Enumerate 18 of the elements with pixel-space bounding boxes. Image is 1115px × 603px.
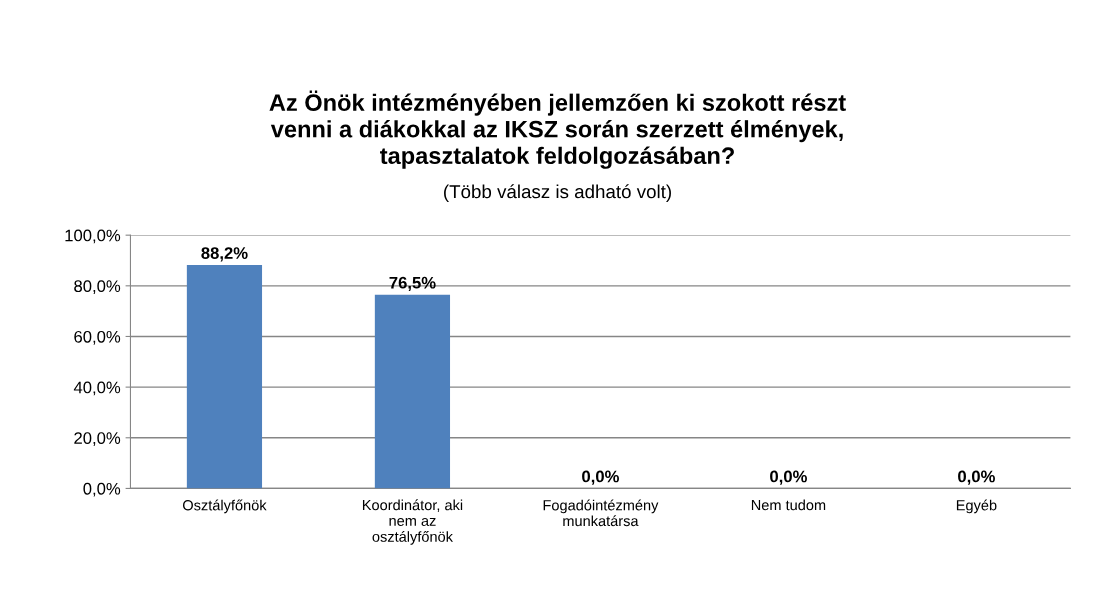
data-label: 0,0% bbox=[770, 470, 807, 485]
x-tick-label: Egyéb bbox=[956, 499, 997, 514]
y-tick-label: 20,0% bbox=[74, 432, 121, 446]
y-tick-label: 0,0% bbox=[83, 482, 121, 497]
x-tick-label: Koordinátor, aki nem az osztályfőnök bbox=[362, 499, 463, 545]
data-label: 88,2% bbox=[201, 247, 248, 262]
y-tick-label: 60,0% bbox=[74, 330, 121, 345]
y-tick-label: 100,0% bbox=[65, 229, 121, 244]
data-label: 76,5% bbox=[389, 276, 436, 292]
x-tick-label: Nem tudom bbox=[751, 499, 826, 511]
x-tick-label: Osztályfőnök bbox=[182, 499, 267, 514]
y-tick-label: 80,0% bbox=[74, 280, 121, 294]
x-tick-label: Fogadóintézmény munkatársa bbox=[543, 499, 659, 527]
chart-title: Az Önök intézményében jellemzően ki szokott részt venni a diákokkal az IKSZ során szerzett élmények, tapasztalatok feldolgozásában? bbox=[269, 90, 846, 169]
data-label: 0,0% bbox=[582, 470, 619, 485]
y-tick-label: 40,0% bbox=[73, 381, 121, 396]
chart-subtitle: (Több válasz is adható volt) bbox=[444, 184, 671, 202]
data-label: 0,0% bbox=[958, 470, 995, 485]
